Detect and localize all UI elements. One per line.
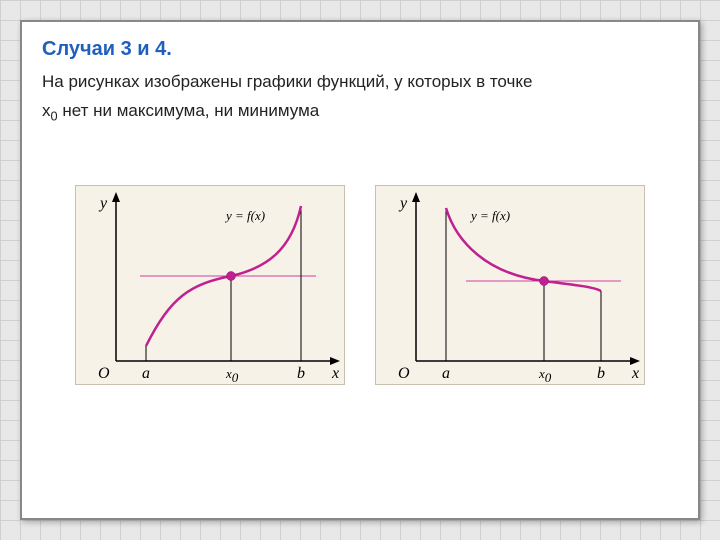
x-axis-arrow [630,357,640,365]
b-label: b [597,365,605,382]
description-line1: На рисунках изображены графики функций, … [42,71,678,94]
chart-left: y x O a x0 b y = f(x) [75,185,345,385]
inflection-point [540,276,549,285]
charts-row: y x O a x0 b y = f(x) [42,185,678,385]
curve-label: y = f(x) [224,208,265,223]
origin-label: O [98,365,110,382]
x-label: x [631,365,639,382]
origin-label: O [398,365,410,382]
curve-label: y = f(x) [469,208,510,223]
a-label: a [442,365,450,382]
inflection-point [227,271,236,280]
y-label: y [398,195,408,212]
x-sub: 0 [51,108,58,123]
description-line2: х0 нет ни максимума, ни минимума [42,100,678,125]
content-frame: Случаи 3 и 4. На рисунках изображены гра… [20,20,700,520]
y-label: y [98,195,108,212]
desc-suffix: нет ни максимума, ни минимума [58,101,320,120]
a-label: a [142,365,150,382]
x-label: x [331,365,339,382]
x0-label: x0 [538,366,552,385]
x0-label: x0 [225,366,239,385]
function-curve [446,208,601,291]
x-var: х [42,101,51,120]
page-title: Случаи 3 и 4. [42,38,678,61]
chart-right: y x O a x0 b y = f(x) [375,185,645,385]
y-axis-arrow [412,192,420,202]
chart-right-svg: y x O a x0 b y = f(x) [376,186,646,386]
y-axis-arrow [112,192,120,202]
b-label: b [297,365,305,382]
chart-left-svg: y x O a x0 b y = f(x) [76,186,346,386]
x-axis-arrow [330,357,340,365]
